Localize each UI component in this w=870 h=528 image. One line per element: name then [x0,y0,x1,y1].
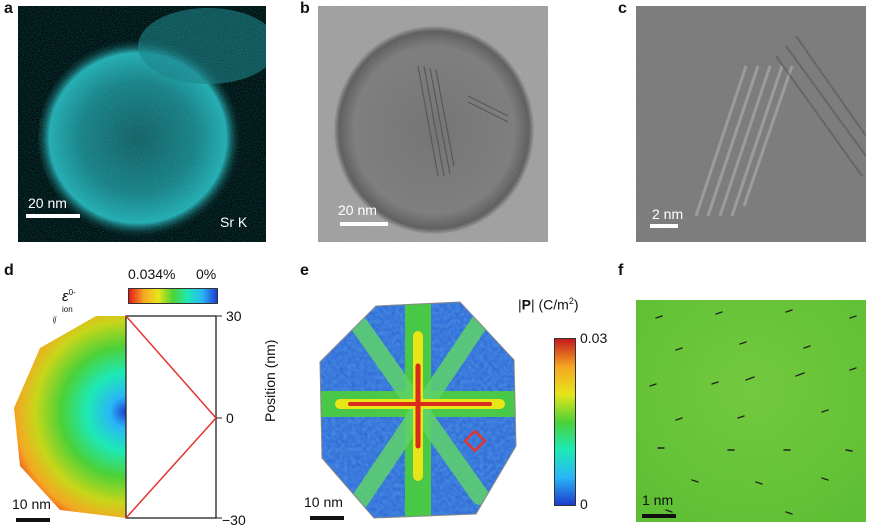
scale-bar-a [26,214,80,218]
scale-bar-f [642,514,676,518]
tem-image-b: 20 nm [318,6,548,242]
scale-text-c: 2 nm [652,206,684,222]
colorbar-e [554,338,576,506]
tem-image-b-svg [318,6,548,242]
scale-bar-b [340,222,388,226]
panel-label-e: e [300,262,309,279]
hrtem-image-c: 2 nm [636,6,866,242]
panel-e: |P| (C/m2) 0.03 0 10 nm [300,262,620,526]
colorbar-max-d: 0.034% [128,266,176,282]
tick-top-d: 30 [226,308,242,324]
polarization-vector-map: 1 nm [636,300,866,522]
panel-label-f: f [618,262,624,279]
quantity-label-e: |P| (C/m2) [518,296,579,313]
tick-bottom-d: −30 [222,512,246,528]
scale-bar-c [650,224,678,228]
strain-octagon-half [14,316,126,518]
axis-label-d: Position (nm) [262,339,278,422]
colorbar-min-e: 0 [580,496,588,512]
scale-text-a: 20 nm [28,195,67,211]
strain-symbol: ε0-ionij [52,288,76,324]
colorbar-max-e: 0.03 [580,330,608,346]
polarization-map-svg [319,301,517,519]
panel-label-c: c [618,0,627,17]
element-label: Sr K [220,214,248,230]
eds-map-sr: 20 nm Sr K [18,6,266,242]
tick-mid-d: 0 [226,410,234,426]
colorbar-min-d: 0% [196,266,217,282]
eds-map-svg [18,6,266,242]
region-marker [463,429,487,453]
scale-text-e: 10 nm [304,494,343,510]
panel-label-b: b [300,0,310,17]
profile-frame [125,315,217,519]
scale-text-f: 1 nm [642,492,674,508]
scale-bar-d [16,518,50,522]
scale-bar-e [310,516,344,520]
scale-text-d: 10 nm [12,496,51,512]
strain-map-svg [14,315,222,519]
panel-d: ε0-ionij 0.034% 0% 30 0 −30 Position (nm… [0,262,300,528]
colorbar-d [128,288,218,304]
scale-text-b: 20 nm [338,202,377,218]
panel-label-a: a [4,0,13,17]
vector-field-svg [636,300,866,522]
hrtem-image-c-svg [636,6,866,242]
panel-label-d: d [4,262,14,279]
